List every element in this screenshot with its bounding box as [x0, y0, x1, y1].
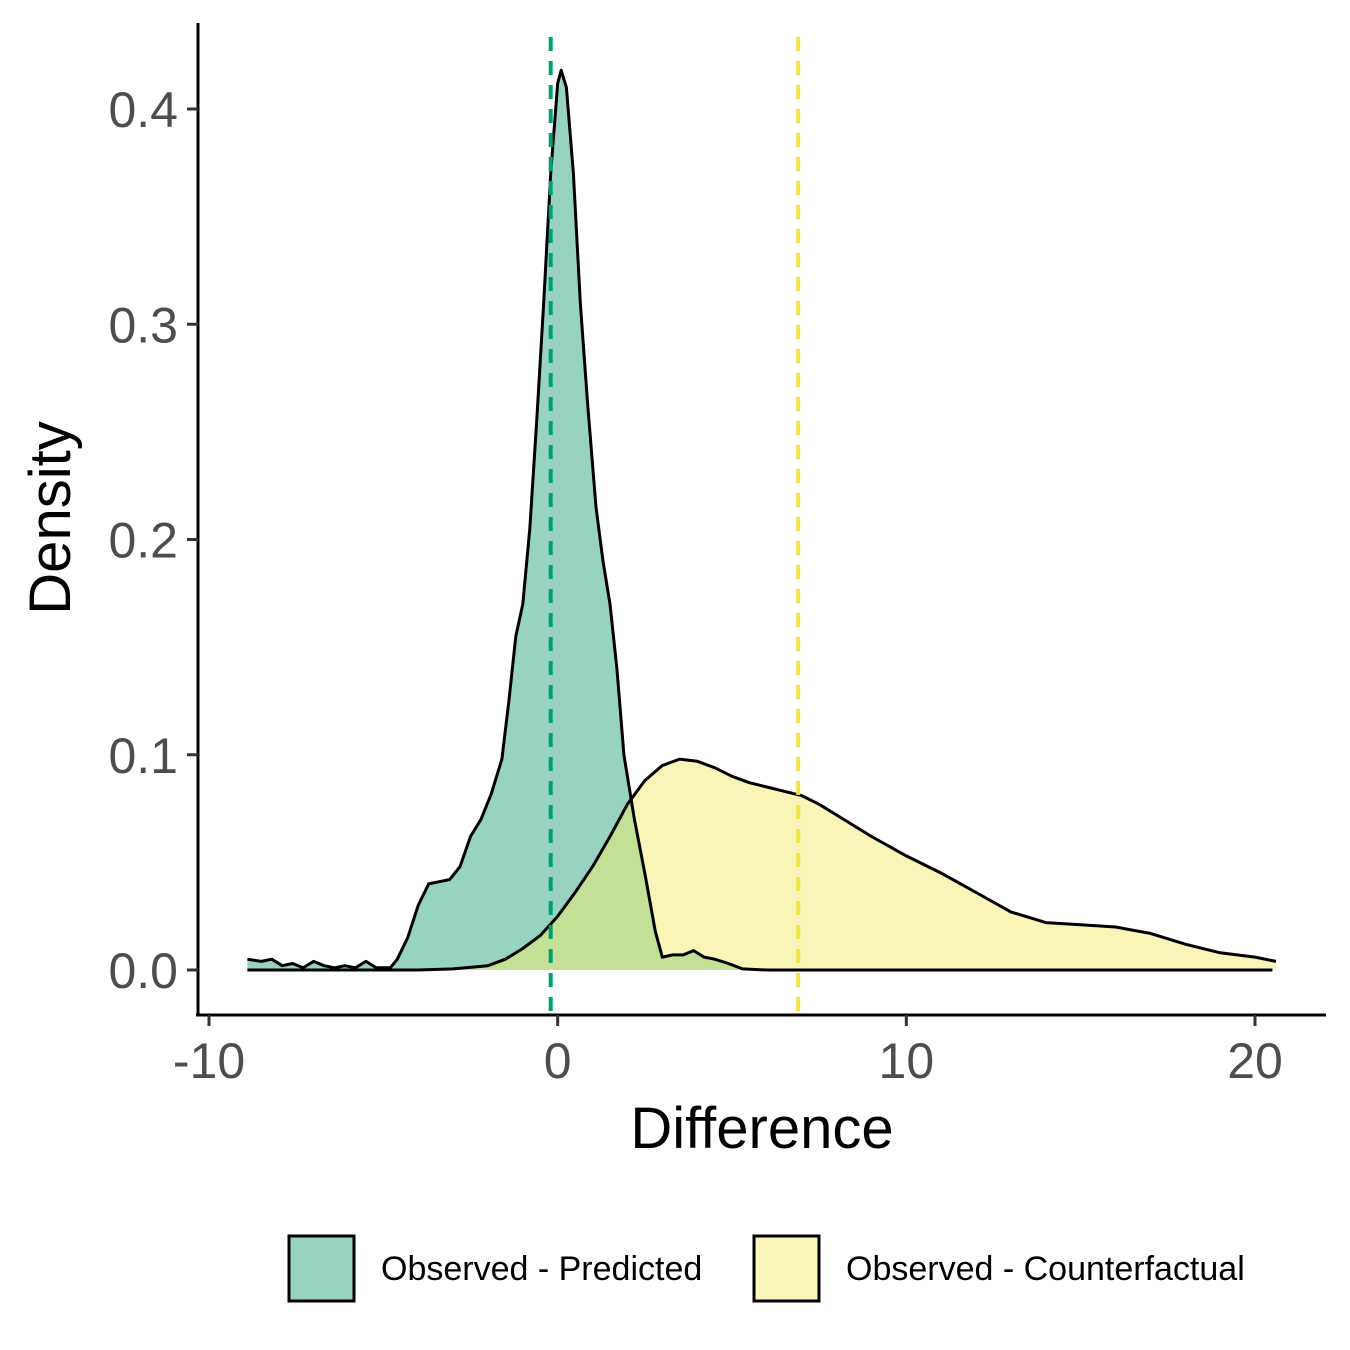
y-tick-label: 0.0	[108, 943, 178, 999]
axes	[196, 23, 1326, 1017]
y-tick-label: 0.4	[108, 82, 178, 138]
y-tick-label: 0.2	[108, 513, 178, 569]
legend-key-predicted	[287, 1234, 356, 1303]
y-ticks: 0.0 0.1 0.2 0.3 0.4	[108, 82, 198, 999]
y-tick-label: 0.3	[108, 297, 178, 353]
y-tick-label: 0.1	[108, 728, 178, 784]
x-tick-label: 10	[879, 1033, 935, 1089]
legend-label-predicted: Observed - Predicted	[381, 1250, 702, 1288]
legend-item-predicted: Observed - Predicted	[287, 1234, 702, 1303]
y-axis-title: Density	[18, 421, 83, 614]
mean-lines	[548, 37, 801, 1013]
area-observed-counterfactual	[247, 759, 1276, 970]
legend-key-counterfactual	[752, 1234, 821, 1303]
x-tick-label: 0	[544, 1033, 572, 1089]
x-tick-label: 20	[1227, 1033, 1283, 1089]
legend-label-counterfactual: Observed - Counterfactual	[846, 1250, 1245, 1288]
density-areas	[247, 68, 1277, 972]
x-ticks: -10 0 10 20	[173, 1015, 1283, 1089]
curve-observed-predicted	[247, 68, 1273, 972]
legend: Observed - Predicted Observed - Counterf…	[287, 1234, 1245, 1303]
x-axis-title: Difference	[630, 1096, 893, 1161]
legend-item-counterfactual: Observed - Counterfactual	[752, 1234, 1245, 1303]
curve-observed-counterfactual	[247, 757, 1277, 972]
x-tick-label: -10	[173, 1033, 245, 1089]
